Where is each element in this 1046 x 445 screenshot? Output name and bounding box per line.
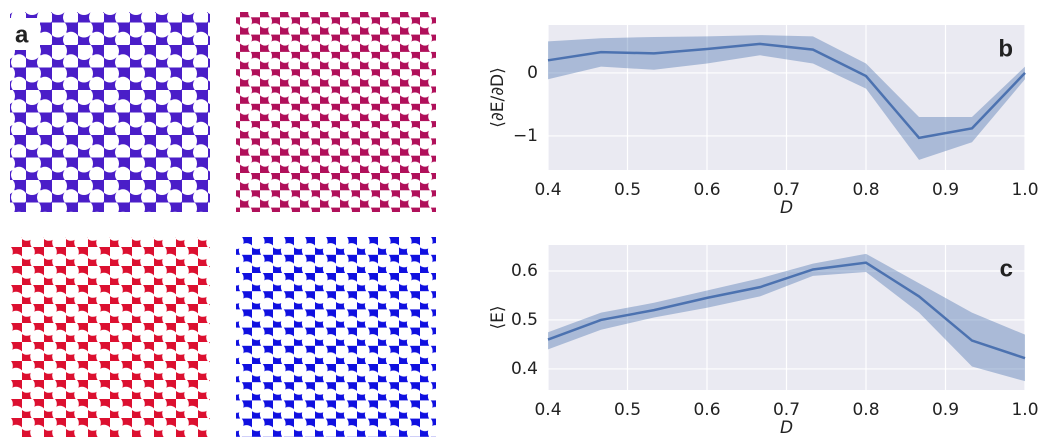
x-tick-label: 0.8 — [852, 180, 879, 200]
micrographs: a — [10, 12, 436, 437]
panel-label: a — [15, 21, 29, 48]
image-pattern — [236, 12, 436, 212]
image-pattern — [10, 12, 210, 212]
y-tick-label: 0 — [527, 63, 538, 83]
y-axis-label: ⟨∂E/∂D⟩ — [488, 67, 508, 127]
x-tick-label: 0.9 — [932, 400, 959, 420]
x-tick-label: 0.9 — [932, 180, 959, 200]
x-tick-label: 1.0 — [1011, 400, 1038, 420]
label-box — [10, 18, 40, 50]
x-tick-label: 0.5 — [614, 180, 641, 200]
y-tick-label: −1 — [513, 126, 538, 146]
x-tick-label: 0.7 — [773, 400, 800, 420]
panel-label: b — [998, 35, 1013, 62]
x-tick-label: 0.4 — [534, 400, 561, 420]
y-tick-label: 0.4 — [511, 359, 538, 379]
confidence-band — [548, 253, 1025, 382]
x-tick-label: 0.6 — [693, 180, 720, 200]
panel-label: c — [1000, 255, 1013, 282]
x-axis-label: D — [780, 418, 793, 438]
x-tick-label: 0.8 — [852, 400, 879, 420]
mean-line — [547, 42, 1026, 140]
x-tick-label: 0.6 — [693, 400, 720, 420]
x-tick-label: 0.4 — [534, 180, 561, 200]
y-tick-label: 0.5 — [511, 310, 538, 330]
y-tick-label: 0.6 — [511, 261, 538, 281]
image-pattern — [10, 237, 210, 437]
x-tick-label: 0.5 — [614, 400, 641, 420]
x-axis-label: D — [780, 198, 793, 218]
confidence-band — [548, 35, 1025, 160]
image-pattern — [236, 237, 436, 437]
y-axis-label: ⟨E⟩ — [488, 305, 508, 329]
x-tick-label: 0.7 — [773, 180, 800, 200]
mean-line — [547, 261, 1026, 360]
x-tick-label: 1.0 — [1011, 180, 1038, 200]
